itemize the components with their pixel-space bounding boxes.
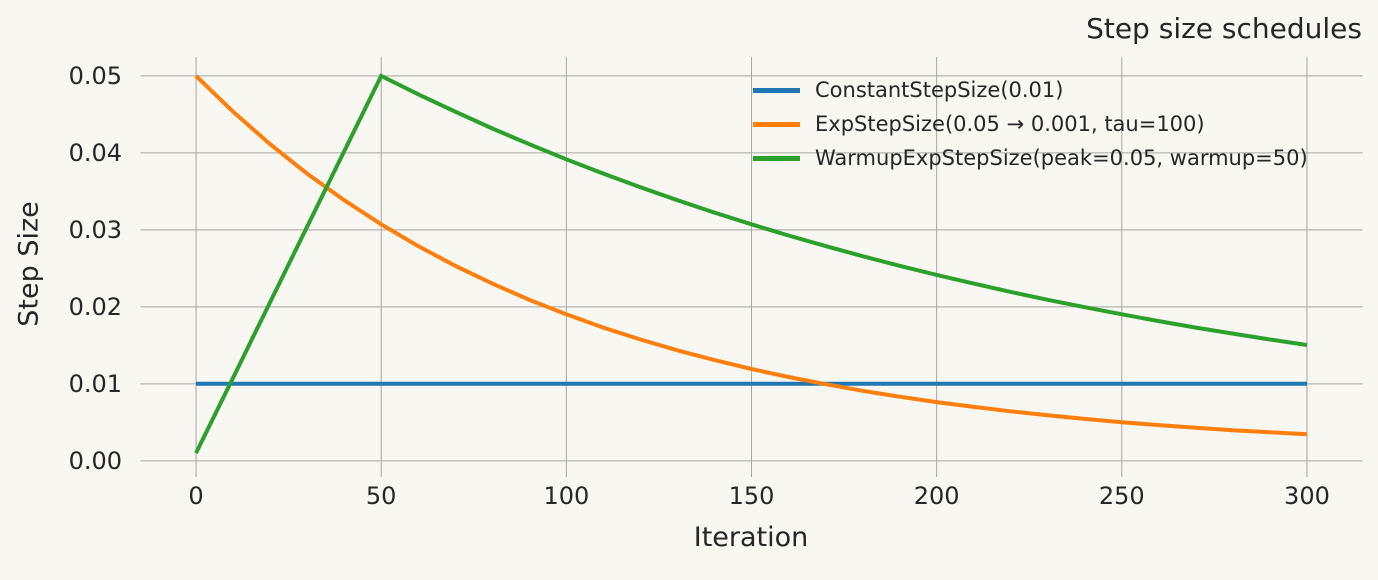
x-tick-label: 50 (365, 482, 397, 510)
legend-item-constant: ConstantStepSize(0.01) (753, 73, 1308, 107)
x-tick-label: 150 (728, 482, 775, 510)
x-tick-label: 100 (543, 482, 590, 510)
series-line-2 (194, 73, 1308, 454)
x-tick-label: 300 (1284, 482, 1330, 510)
legend-item-exp: ExpStepSize(0.05 → 0.001, tau=100) (753, 107, 1308, 141)
x-tick-label: 200 (913, 482, 960, 510)
legend-line-swatch-exp (753, 121, 800, 127)
chart-title: Step size schedules (1086, 12, 1362, 45)
x-tick-label: 0 (188, 482, 204, 510)
legend-label-warmup-exp: WarmupExpStepSize(peak=0.05, warmup=50) (815, 146, 1308, 170)
series-line-1 (194, 74, 1308, 437)
legend-line-swatch-constant (753, 87, 800, 93)
legend-label-constant: ConstantStepSize(0.01) (815, 78, 1064, 102)
legend-label-exp: ExpStepSize(0.05 → 0.001, tau=100) (815, 112, 1205, 136)
y-tick-label: 0.04 (68, 138, 122, 167)
y-tick-label: 0.03 (68, 215, 122, 244)
y-tick-label: 0.00 (68, 446, 122, 475)
x-tick-label: 250 (1098, 482, 1145, 510)
legend: ConstantStepSize(0.01) ExpStepSize(0.05 … (753, 73, 1308, 175)
x-axis-label: Iteration (693, 522, 809, 553)
legend-item-warmup-exp: WarmupExpStepSize(peak=0.05, warmup=50) (753, 141, 1308, 175)
y-tick-label: 0.05 (68, 61, 122, 90)
y-tick-label: 0.02 (68, 292, 122, 321)
legend-line-swatch-warmup-exp (753, 155, 800, 161)
y-tick-label: 0.01 (68, 369, 122, 398)
